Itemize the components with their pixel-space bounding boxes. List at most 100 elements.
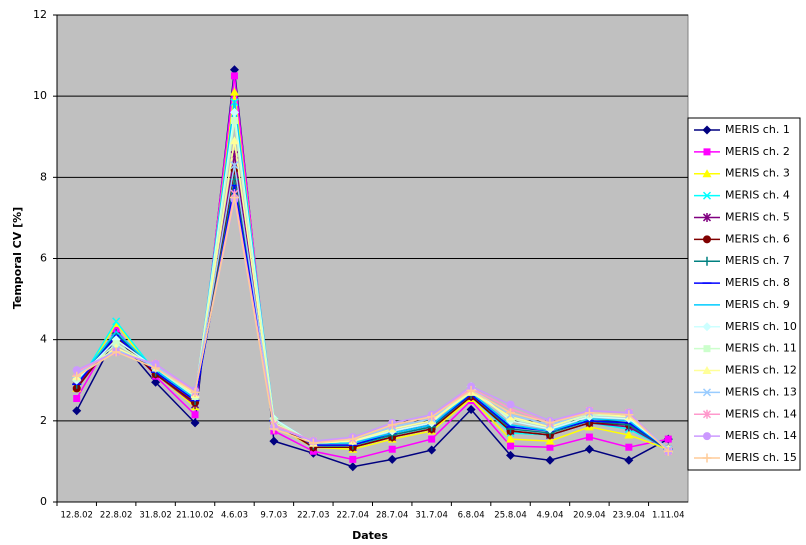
legend-marker <box>702 191 712 200</box>
data-point <box>151 363 161 373</box>
x-tick-label: 31.7.04 <box>415 511 447 521</box>
legend-marker <box>703 345 711 353</box>
legend-label: MERIS ch. 12 <box>725 364 797 377</box>
data-point <box>388 445 396 453</box>
legend-marker <box>703 432 711 441</box>
data-point <box>428 435 436 443</box>
data-point <box>663 446 673 456</box>
legend-marker <box>702 256 712 266</box>
x-tick-label: 21.10.02 <box>176 511 214 521</box>
data-point <box>190 387 200 397</box>
legend-label: MERIS ch. 3 <box>725 167 790 180</box>
data-point <box>72 366 81 375</box>
data-point <box>308 438 318 448</box>
legend-label: MERIS ch. 2 <box>725 145 790 158</box>
legend-marker <box>702 388 712 397</box>
data-point <box>545 436 555 445</box>
data-point <box>229 193 239 203</box>
x-tick-label: 22.7.03 <box>297 511 329 521</box>
legend-label: MERIS ch. 1 <box>725 123 790 136</box>
data-point <box>545 418 555 428</box>
legend-label: MERIS ch. 15 <box>725 451 797 464</box>
data-point <box>112 317 121 326</box>
data-point <box>229 87 239 96</box>
y-tick-label: 8 <box>40 170 47 183</box>
data-point <box>625 443 633 451</box>
x-tick-label: 22.7.04 <box>337 511 369 521</box>
data-point <box>466 385 476 395</box>
legend-marker <box>702 125 712 135</box>
data-point <box>546 443 554 451</box>
legend-label: MERIS ch. 13 <box>725 385 797 398</box>
data-point <box>506 450 516 460</box>
series-line <box>76 185 669 450</box>
x-tick-label: 9.7.03 <box>260 511 287 521</box>
data-point <box>230 161 239 170</box>
series-line <box>76 92 669 450</box>
data-point <box>427 412 437 422</box>
x-tick-label: 23.9.04 <box>613 511 645 521</box>
legend-marker <box>702 322 712 332</box>
data-point <box>624 410 634 420</box>
legend-label: MERIS ch. 9 <box>725 298 790 311</box>
x-tick-label: 4.6.03 <box>221 511 248 521</box>
data-point <box>191 411 199 419</box>
data-point <box>72 371 82 381</box>
x-tick-label: 25.8.04 <box>494 511 526 521</box>
x-tick-label: 31.8.02 <box>139 511 171 521</box>
data-point <box>230 72 238 80</box>
legend-marker <box>702 409 712 419</box>
series-line <box>76 199 669 452</box>
data-point <box>229 107 239 117</box>
y-tick-label: 12 <box>33 8 47 21</box>
legend-marker <box>702 169 712 178</box>
series-line <box>76 100 669 450</box>
legend-marker <box>702 212 712 222</box>
x-tick-label: 1.11.04 <box>652 511 684 521</box>
x-tick-label: 22.8.02 <box>100 511 132 521</box>
data-point <box>73 395 81 403</box>
x-tick-label: 4.9.04 <box>536 511 563 521</box>
legend-label: MERIS ch. 7 <box>725 254 790 267</box>
x-axis-label: Dates <box>352 529 388 542</box>
series-line <box>76 169 669 450</box>
data-point <box>229 136 239 145</box>
x-tick-label: 20.9.04 <box>573 511 605 521</box>
data-point <box>387 454 397 464</box>
data-point <box>151 377 161 387</box>
data-point <box>506 400 515 409</box>
data-point <box>624 430 634 439</box>
legend-label: MERIS ch. 4 <box>725 189 790 202</box>
data-point <box>387 420 397 430</box>
data-point <box>72 406 82 416</box>
legend-label: MERIS ch. 14 <box>725 407 797 420</box>
data-point <box>585 433 593 441</box>
data-point <box>230 117 238 125</box>
legend-marker <box>703 148 711 156</box>
data-point <box>624 455 634 465</box>
data-point <box>506 408 516 418</box>
data-point <box>584 408 594 418</box>
y-axis-label: Temporal CV [%] <box>11 207 24 309</box>
data-point <box>506 434 516 443</box>
data-point <box>190 418 200 428</box>
data-point <box>507 442 515 450</box>
data-point <box>269 424 279 434</box>
x-tick-label: 28.7.04 <box>376 511 408 521</box>
legend-label: MERIS ch. 6 <box>725 232 790 245</box>
legend-label: MERIS ch. 11 <box>725 342 797 355</box>
y-tick-label: 2 <box>40 414 47 427</box>
legend-label: MERIS ch. 14 <box>725 429 797 442</box>
series-line <box>76 69 669 468</box>
data-point <box>545 455 555 465</box>
legend-marker <box>703 235 711 244</box>
legend-label: MERIS ch. 5 <box>725 210 790 223</box>
data-point <box>111 347 121 357</box>
legend-marker <box>702 366 712 375</box>
x-tick-label: 6.8.04 <box>458 511 485 521</box>
y-tick-label: 4 <box>40 333 47 346</box>
data-point <box>664 435 672 443</box>
data-point <box>229 65 239 75</box>
series-line <box>76 197 669 452</box>
